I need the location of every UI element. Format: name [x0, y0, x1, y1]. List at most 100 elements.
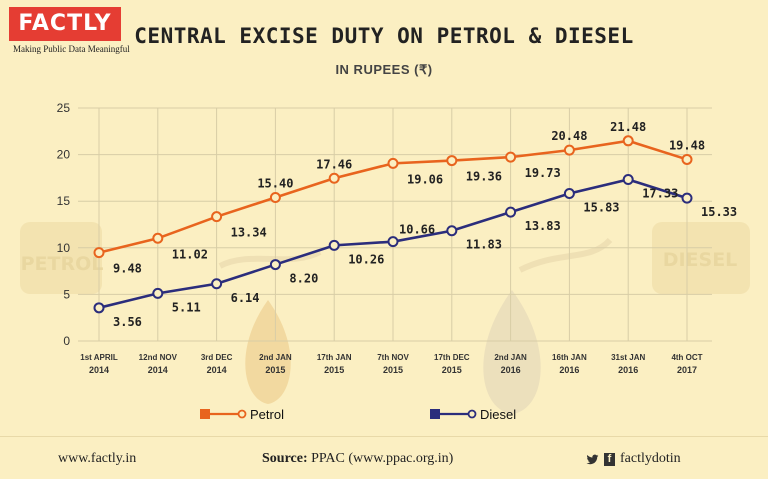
- y-tick-label: 15: [57, 194, 71, 208]
- diesel-data-label: 11.83: [466, 238, 502, 252]
- social-links: f factlydotin: [586, 451, 681, 467]
- diesel-data-label: 17.33: [642, 186, 678, 200]
- social-handle[interactable]: factlydotin: [620, 451, 681, 466]
- x-tick-label: 2016: [501, 365, 521, 375]
- petrol-point: [211, 211, 223, 223]
- legend: Petrol Diesel: [200, 407, 516, 422]
- x-tick-label: 2014: [148, 365, 168, 375]
- x-tick-label: 2015: [442, 365, 462, 375]
- x-tick-label: 2015: [324, 365, 344, 375]
- x-tick-label: 31st JAN: [611, 353, 645, 362]
- diesel-data-label: 6.14: [231, 291, 260, 305]
- chart-subtitle: IN RUPEES (₹): [335, 62, 433, 77]
- twitter-icon[interactable]: [586, 453, 599, 466]
- source-text: PPAC (www.ppac.org.in): [311, 451, 454, 466]
- legend-label-petrol: Petrol: [250, 407, 284, 422]
- x-tick-label: 17th DEC: [434, 353, 470, 362]
- diesel-pump-shape: [652, 222, 750, 294]
- legend-swatch-circle: [467, 409, 477, 419]
- brand-tagline: Making Public Data Meaningful: [13, 44, 130, 54]
- y-tick-label: 20: [57, 148, 71, 162]
- y-tick-label: 10: [57, 241, 71, 255]
- petrol-point: [93, 247, 105, 259]
- data-labels: 9.48 11.02 13.34 15.40 17.46 19.06 19.36 19.73 2…: [113, 120, 737, 329]
- legend-swatch-circle: [237, 409, 247, 419]
- petrol-point: [622, 135, 634, 147]
- x-tick-label: 2nd JAN: [259, 353, 292, 362]
- y-axis: 0 5 10 15 20 25: [57, 101, 71, 348]
- diesel-data-label: 10.26: [348, 252, 384, 266]
- y-tick-label: 25: [57, 101, 71, 115]
- petrol-data-label: 21.48: [610, 120, 646, 134]
- chart-title: CENTRAL EXCISE DUTY ON PETROL & DIESEL: [134, 24, 634, 48]
- hose-shape: [218, 249, 322, 269]
- x-tick-label: 2014: [89, 365, 109, 375]
- y-tick-label: 0: [63, 334, 70, 348]
- facebook-icon[interactable]: f: [604, 452, 615, 466]
- series-layer: [93, 135, 693, 314]
- diesel-point: [446, 225, 458, 237]
- website-link[interactable]: www.factly.in: [58, 451, 137, 466]
- diesel-data-label: 13.83: [525, 219, 561, 233]
- x-tick-label: 1st APRIL: [80, 353, 118, 362]
- x-tick-label: 2017: [677, 365, 697, 375]
- x-tick-label: 4th OCT: [671, 353, 702, 362]
- petrol-pump-shape: [20, 222, 102, 294]
- x-axis: 1st APRIL 2014 12nd NOV 2014 3rd DEC 2014 2nd …: [80, 353, 702, 375]
- gridlines: [78, 107, 712, 342]
- footer-divider: [0, 436, 768, 437]
- petrol-data-label: 9.48: [113, 262, 142, 276]
- logo-text: FACTLY: [18, 11, 112, 36]
- diesel-point: [505, 206, 517, 218]
- petrol-point: [152, 232, 164, 244]
- source-note: Source: PPAC (www.ppac.org.in): [262, 451, 453, 467]
- petrol-point: [328, 172, 340, 184]
- x-tick-label: 3rd DEC: [201, 353, 233, 362]
- x-tick-label: 12nd NOV: [139, 353, 178, 362]
- legend-label-diesel: Diesel: [480, 407, 516, 422]
- petrol-point: [505, 151, 517, 163]
- petrol-point: [681, 153, 693, 165]
- x-tick-label: 2015: [383, 365, 403, 375]
- petrol-data-label: 19.36: [466, 170, 502, 184]
- petrol-data-label: 13.34: [231, 226, 267, 240]
- diesel-point: [622, 173, 634, 185]
- petrol-point: [446, 155, 458, 167]
- petrol-point: [387, 157, 399, 169]
- x-tick-label: 2016: [559, 365, 579, 375]
- hose-shape: [518, 237, 613, 273]
- diesel-point: [387, 236, 399, 248]
- diesel-point: [269, 259, 281, 271]
- x-tick-label: 2014: [207, 365, 227, 375]
- oil-drop-shape: [483, 290, 541, 414]
- petrol-data-label: 20.48: [551, 129, 587, 143]
- petrol-data-label: 15.40: [257, 176, 293, 190]
- petrol-pump-text: PETROL: [21, 253, 104, 275]
- background-illustration: PETROL DIESEL: [20, 222, 750, 414]
- diesel-point: [211, 278, 223, 290]
- x-tick-label: 2015: [265, 365, 285, 375]
- source-label: Source:: [262, 451, 308, 466]
- diesel-point: [152, 287, 164, 299]
- diesel-pump-text: DIESEL: [663, 249, 738, 271]
- x-tick-label: 16th JAN: [552, 353, 587, 362]
- petrol-data-label: 17.46: [316, 157, 352, 171]
- diesel-point: [681, 192, 693, 204]
- petrol-data-label: 19.48: [669, 138, 705, 152]
- legend-swatch-square: [430, 409, 440, 419]
- x-tick-label: 2nd JAN: [494, 353, 527, 362]
- x-tick-label: 7th NOV: [377, 353, 409, 362]
- x-tick-label: 17th JAN: [317, 353, 352, 362]
- diesel-point: [328, 239, 340, 251]
- diesel-data-label: 5.11: [172, 300, 201, 314]
- petrol-data-label: 19.06: [407, 172, 443, 186]
- diesel-data-label: 15.33: [701, 205, 737, 219]
- diesel-data-label: 3.56: [113, 315, 142, 329]
- diesel-point: [93, 302, 105, 314]
- oil-drop-shape: [245, 300, 291, 404]
- factly-logo[interactable]: FACTLY: [9, 7, 121, 41]
- diesel-point: [563, 187, 575, 199]
- petrol-data-label: 11.02: [172, 247, 208, 261]
